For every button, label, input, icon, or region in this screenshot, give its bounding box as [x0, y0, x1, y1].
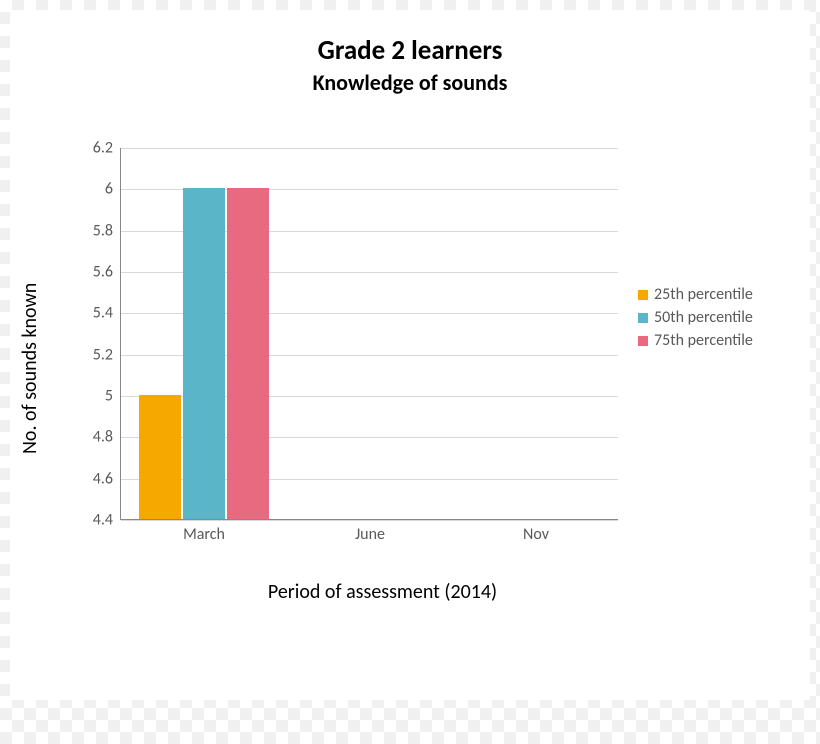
- y-tick-label: 6: [105, 180, 121, 199]
- x-tick-label: March: [183, 519, 225, 544]
- chart-title-main: Grade 2 learners: [10, 34, 810, 67]
- legend-swatch: [638, 290, 648, 300]
- x-axis-label: Period of assessment (2014): [145, 580, 620, 604]
- grid-line: [121, 148, 618, 149]
- chart-title-sub: Knowledge of sounds: [10, 69, 810, 96]
- y-axis-label: No. of sounds known: [18, 283, 42, 454]
- legend-item: 50th percentile: [638, 308, 753, 327]
- y-tick-label: 6.2: [93, 139, 121, 158]
- y-tick-label: 4.6: [93, 469, 121, 488]
- legend-label: 75th percentile: [654, 331, 753, 350]
- chart-container: Grade 2 learners Knowledge of sounds No.…: [10, 10, 810, 700]
- y-tick-label: 4.8: [93, 428, 121, 447]
- y-tick-label: 5.6: [93, 263, 121, 282]
- x-tick-label: Nov: [523, 519, 549, 544]
- plot-area: 4.44.64.855.25.45.65.866.2MarchJuneNov: [120, 148, 618, 520]
- legend-label: 25th percentile: [654, 285, 753, 304]
- x-tick-label: June: [355, 519, 385, 544]
- y-tick-label: 5.4: [93, 304, 121, 323]
- legend-swatch: [638, 313, 648, 323]
- legend-item: 75th percentile: [638, 331, 753, 350]
- bar: [139, 395, 181, 519]
- legend-item: 25th percentile: [638, 285, 753, 304]
- bar: [183, 188, 225, 519]
- legend-swatch: [638, 336, 648, 346]
- y-tick-label: 5: [105, 387, 121, 406]
- bar: [227, 188, 269, 519]
- legend: 25th percentile 50th percentile 75th perce…: [638, 285, 753, 354]
- legend-label: 50th percentile: [654, 308, 753, 327]
- y-tick-label: 4.4: [93, 511, 121, 530]
- y-tick-label: 5.2: [93, 345, 121, 364]
- y-tick-label: 5.8: [93, 221, 121, 240]
